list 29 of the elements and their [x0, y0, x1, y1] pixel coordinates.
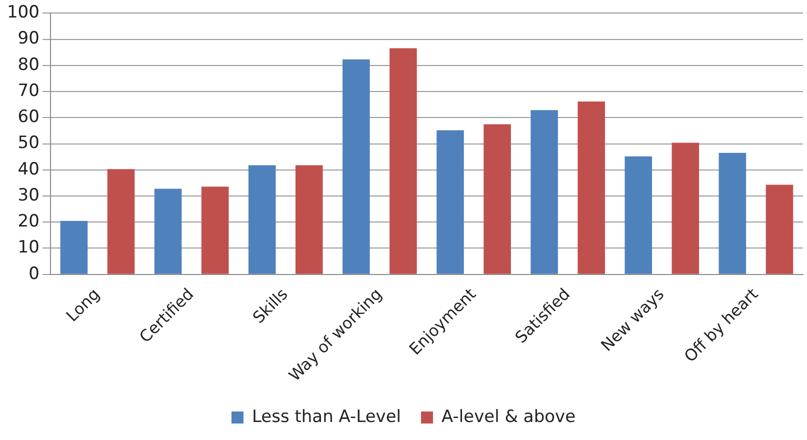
bar — [624, 156, 652, 274]
y-tick-label: 90 — [18, 28, 40, 49]
bar — [248, 165, 276, 274]
y-tick-label: 80 — [18, 54, 40, 75]
bar — [201, 186, 229, 274]
y-tick-label: 70 — [18, 80, 40, 101]
legend-label: Less than A-Level — [252, 406, 402, 427]
bar — [436, 130, 464, 274]
bar — [672, 142, 700, 274]
y-tick-label: 60 — [18, 107, 40, 128]
y-tick-label: 10 — [18, 238, 40, 258]
y-tick-label: 30 — [18, 185, 40, 206]
bar — [530, 110, 558, 274]
y-tick-label: 20 — [18, 212, 40, 232]
bar — [578, 101, 605, 274]
bar — [296, 165, 323, 274]
y-tick-label: 0 — [28, 264, 40, 284]
bar — [342, 59, 370, 274]
bar — [484, 124, 511, 274]
legend-label: A-level & above — [442, 406, 576, 427]
bar — [766, 184, 794, 274]
bar — [60, 220, 88, 274]
y-tick-label: 50 — [18, 133, 40, 154]
bar — [107, 169, 135, 274]
bar — [718, 152, 746, 274]
bar — [390, 48, 417, 274]
y-tick-label: 40 — [18, 159, 40, 180]
y-tick-label: 100 — [6, 2, 40, 23]
bar — [154, 188, 182, 274]
